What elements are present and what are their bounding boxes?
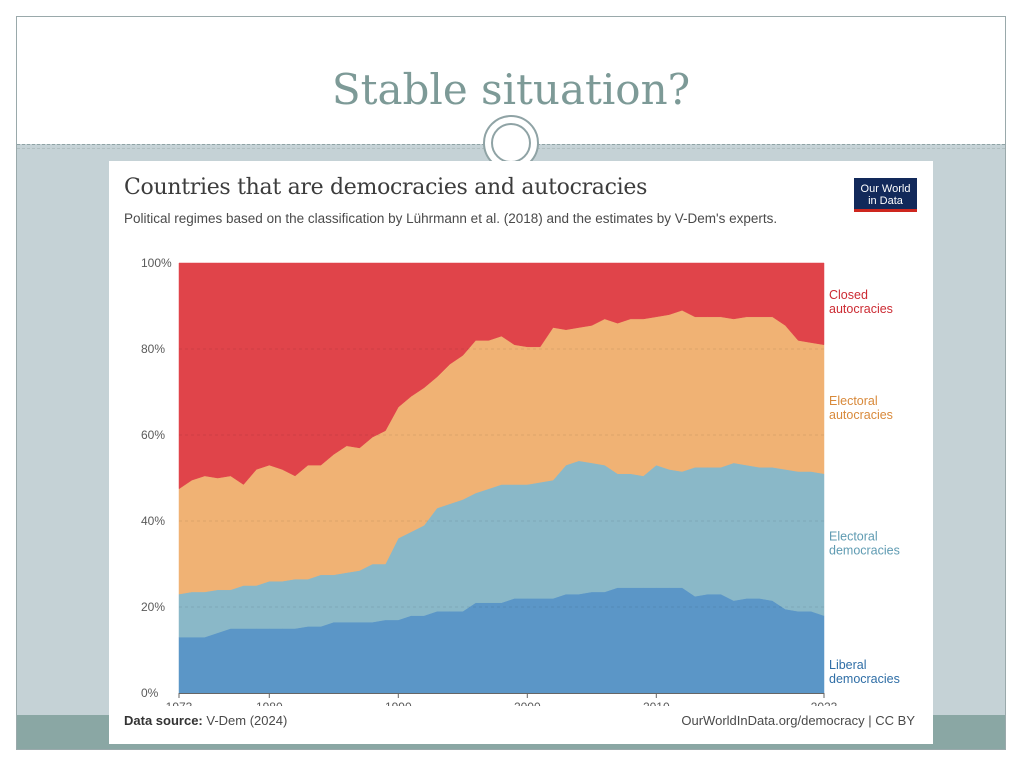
slide-frame: Stable situation? Countries that are dem…: [16, 16, 1006, 750]
y-tick-label-60: 60%: [141, 428, 165, 442]
x-tick-label-1990: 1990: [385, 700, 412, 706]
x-tick-label-2000: 2000: [514, 700, 541, 706]
y-tick-label-40: 40%: [141, 514, 165, 528]
legend-electoral-democracies: Electoral democracies: [829, 530, 900, 558]
legend-closed-autocracies: Closed autocracies: [829, 288, 893, 316]
x-tick-label-2023: 2023: [811, 700, 838, 706]
x-tick-label-1980: 1980: [256, 700, 283, 706]
legend-liberal-democracies: Liberal democracies: [829, 658, 900, 686]
chart-subtitle: Political regimes based on the classific…: [124, 211, 778, 226]
legend-electoral-democracies-line-1: Electoral: [829, 530, 878, 544]
attribution-link[interactable]: OurWorldInData.org/democracy | CC BY: [681, 713, 915, 728]
legend-liberal-democracies-line-2: democracies: [829, 672, 900, 686]
legend-closed-autocracies-line-2: autocracies: [829, 302, 893, 316]
data-source: Data source: V-Dem (2024): [124, 713, 287, 728]
area-closed-autocracies: [178, 262, 825, 490]
logo-line-2: in Data: [868, 195, 903, 207]
legend-electoral-autocracies-line-2: autocracies: [829, 408, 893, 422]
legend-liberal-democracies-line-1: Liberal: [829, 658, 867, 672]
circle-ornament-inner: [491, 123, 531, 163]
y-tick-label-20: 20%: [141, 600, 165, 614]
x-tick-label-1973: 1973: [166, 700, 193, 706]
data-source-value: V-Dem (2024): [206, 713, 288, 728]
y-tick-label-100: 100%: [141, 256, 172, 270]
slide-title: Stable situation?: [331, 65, 691, 114]
y-tick-label-0: 0%: [141, 686, 159, 700]
y-tick-label-80: 80%: [141, 342, 165, 356]
legend-electoral-democracies-line-2: democracies: [829, 544, 900, 558]
legend-electoral-autocracies: Electoral autocracies: [829, 394, 893, 422]
legend-electoral-autocracies-line-1: Electoral: [829, 394, 878, 408]
chart-title: Countries that are democracies and autoc…: [124, 175, 648, 200]
data-source-label: Data source:: [124, 713, 203, 728]
logo-line-1: Our World: [860, 183, 911, 195]
stacked-area-chart: 0% 20% 40% 60% 80% 100% 1973 1980 1990 2000 2010 20…: [141, 256, 900, 706]
chart-card: Countries that are democracies and autoc…: [109, 161, 933, 744]
owid-logo[interactable]: Our World in Data: [854, 178, 917, 212]
legend-closed-autocracies-line-1: Closed: [829, 288, 868, 302]
x-tick-label-2010: 2010: [643, 700, 670, 706]
